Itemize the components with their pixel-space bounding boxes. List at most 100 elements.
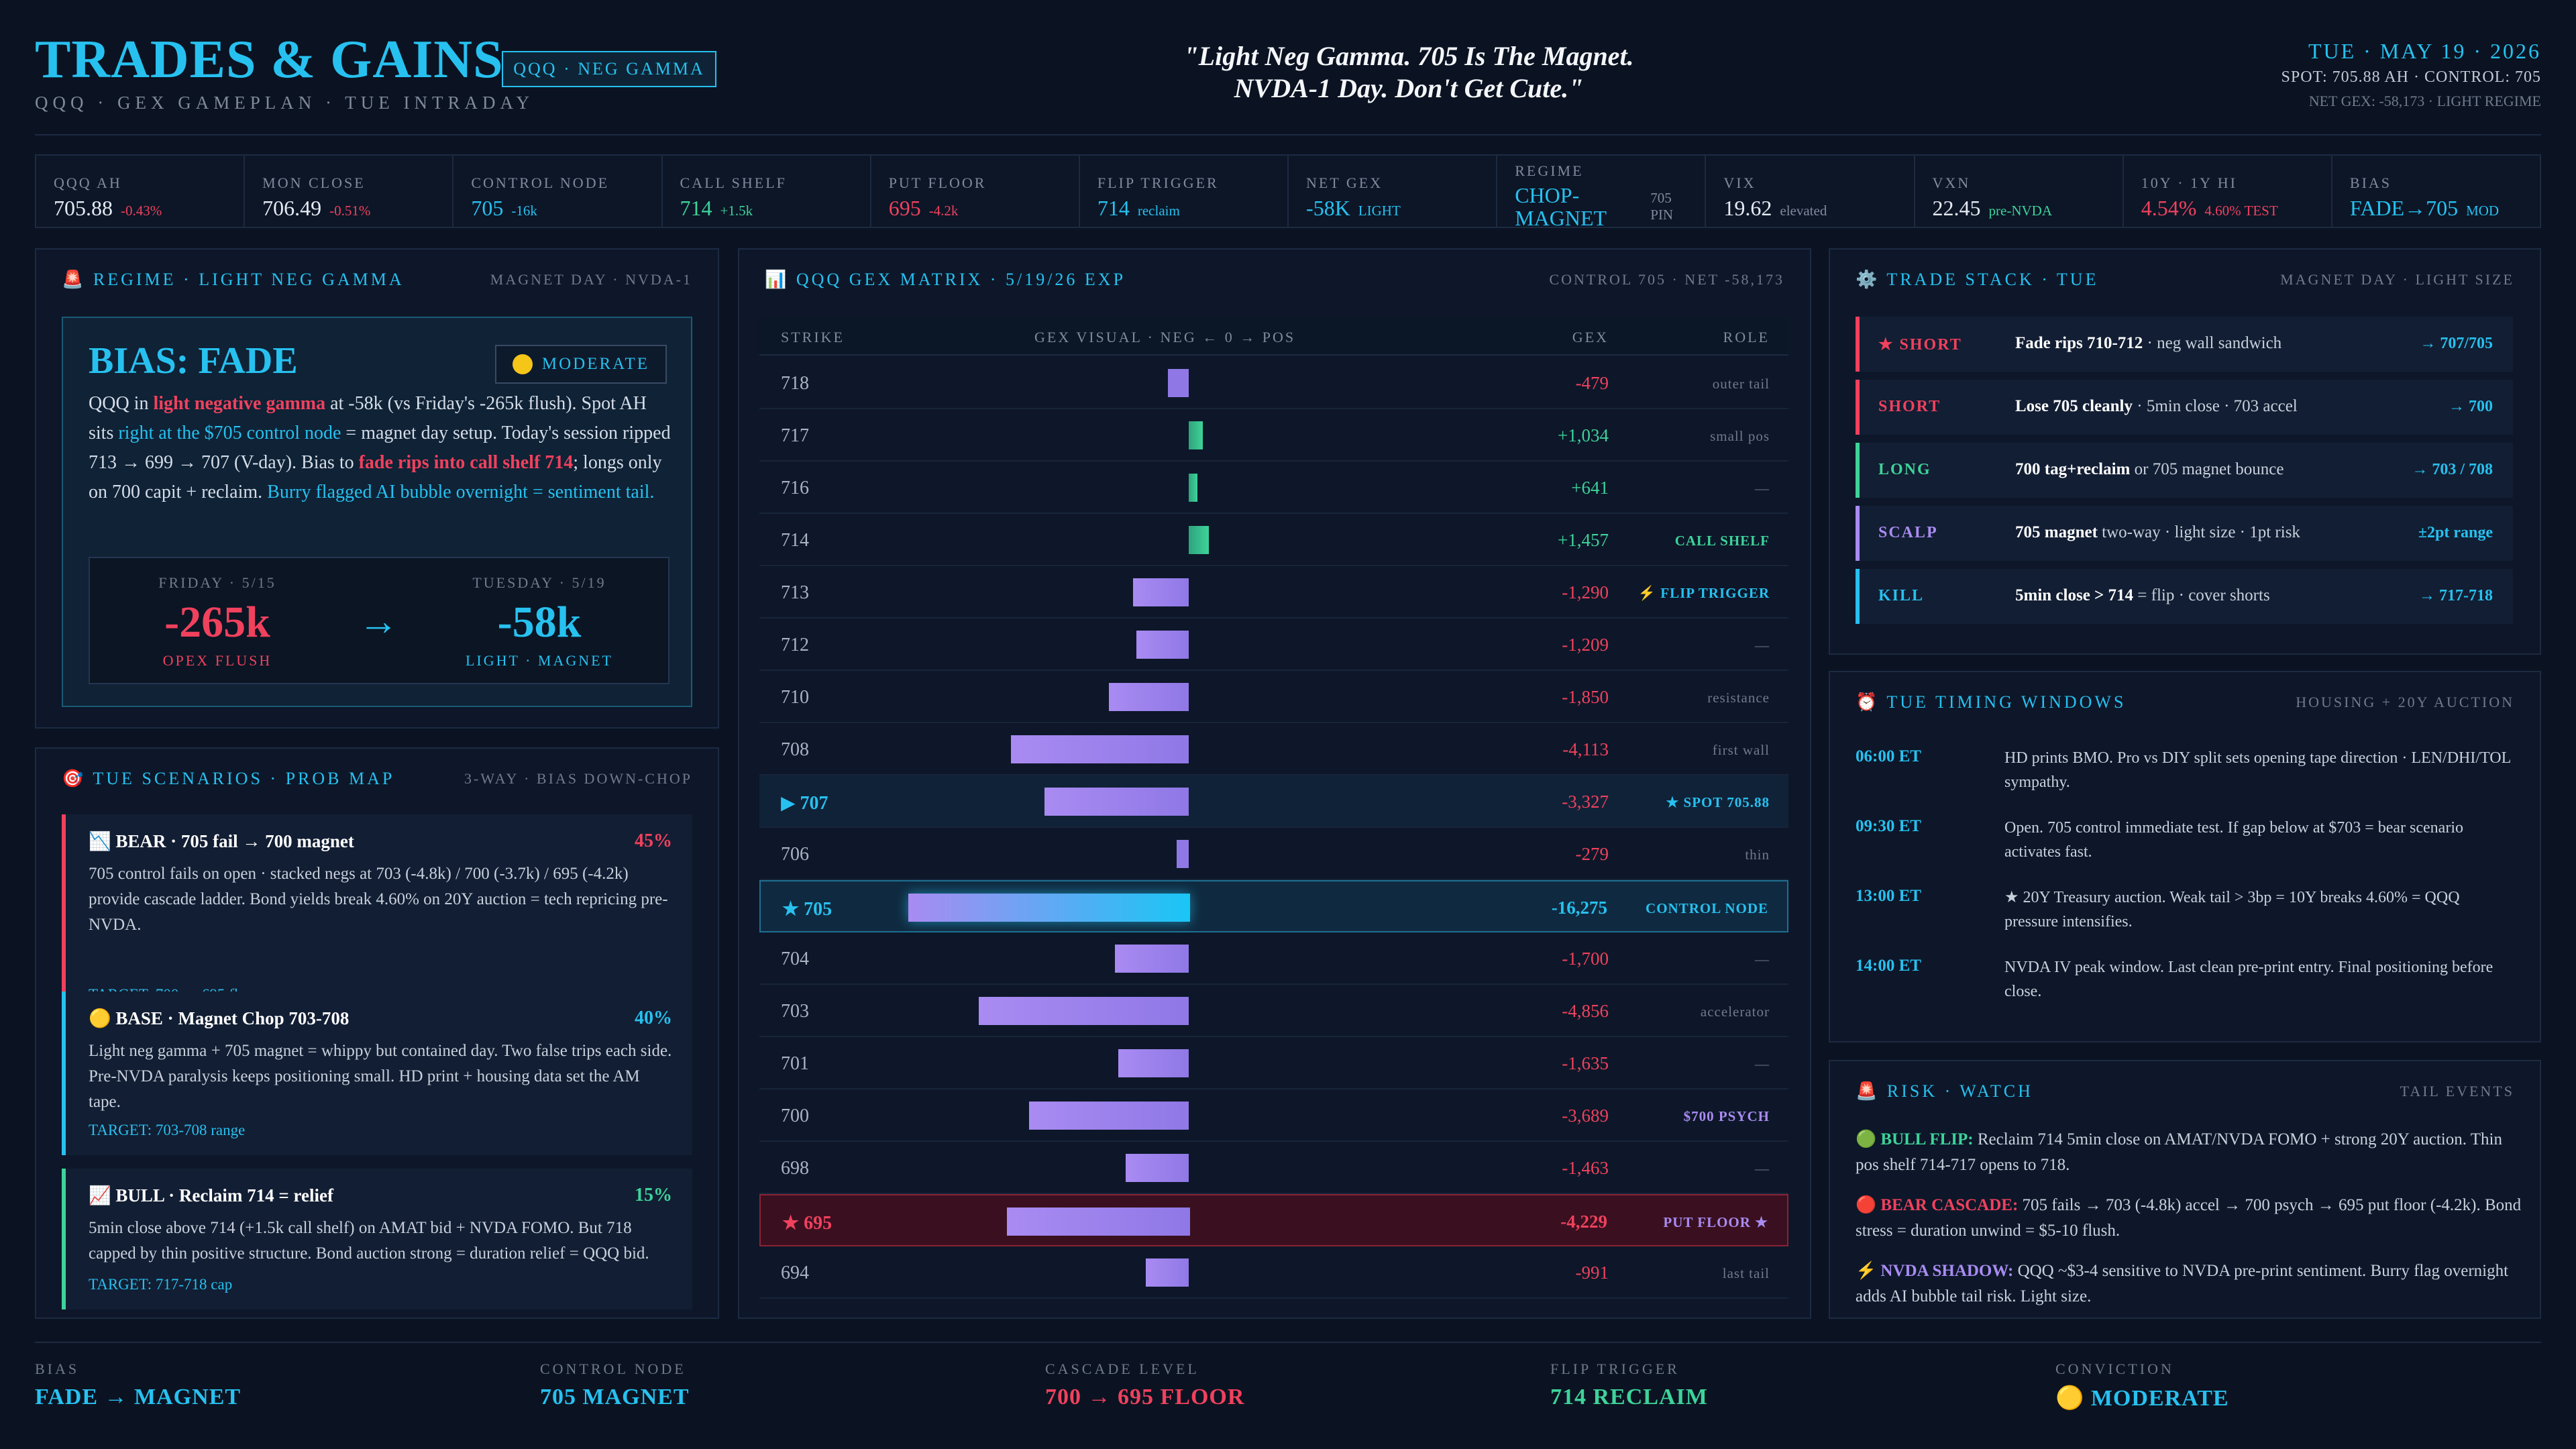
row-role: $700 PSYCH <box>1683 1108 1770 1124</box>
stat-label: MON CLOSE <box>262 174 366 191</box>
trade-setup: 700 tag+reclaim <box>2015 460 2131 478</box>
matrix-row: 694 -991 last tail <box>759 1246 1788 1299</box>
row-strike: 703 <box>781 1001 809 1022</box>
timing-time: 09:30 ET <box>1856 817 1921 835</box>
stat-row: CHOP-MAGNET 705 PIN <box>1515 184 1705 229</box>
row-gex: -1,290 <box>1562 582 1609 602</box>
gex-bar <box>1177 840 1189 868</box>
row-gex: -3,689 <box>1562 1106 1609 1126</box>
stat-cell: VIX 19.62 elevated <box>1706 156 1915 227</box>
scenario-body: Light neg gamma + 705 magnet = whippy bu… <box>89 1042 672 1111</box>
trade-card[interactable]: SHORT Lose 705 cleanly · 5min close · 703… <box>1856 380 2513 435</box>
row-role: resistance <box>1707 690 1770 706</box>
footer-value-text: 714 RECLAIM <box>1550 1385 1708 1409</box>
stat-value: 705.88 <box>54 196 113 220</box>
row-strike: 712 <box>781 635 809 655</box>
matrix-panel-title: 📊 QQQ GEX MATRIX · 5/19/26 EXP <box>765 270 1126 289</box>
bias-description: QQQ in light negative gamma at -58k (vs … <box>89 389 672 507</box>
row-gex: -16,275 <box>1551 898 1607 918</box>
stat-row: 4.54% 4.60% TEST <box>2141 196 2331 221</box>
stat-cell: CONTROL NODE 705 -16k <box>453 156 663 227</box>
scenario-card: 🟡 BASE · Magnet Chop 703-708 40% Light neg… <box>62 991 692 1155</box>
stat-label: 10Y · 1Y HI <box>2141 174 2237 191</box>
row-strike: 713 <box>781 582 809 603</box>
stat-cell: MON CLOSE 706.49 -0.51% <box>245 156 454 227</box>
tuesday-gex: TUESDAY · 5/19 -58k LIGHT · MAGNET <box>439 574 640 669</box>
gex-bar <box>1132 578 1189 606</box>
stat-cell: 10Y · 1Y HI 4.54% 4.60% TEST <box>2124 156 2332 227</box>
page-title: TRADES & GAINS <box>35 30 504 89</box>
matrix-row: 703 -4,856 accelerator <box>759 985 1788 1037</box>
timing-time: 06:00 ET <box>1856 747 1921 765</box>
regime-panel: 🚨 REGIME · LIGHT NEG GAMMA MAGNET DAY · … <box>35 248 719 729</box>
stat-value: 714 <box>1097 196 1130 220</box>
row-gex: +1,457 <box>1558 530 1609 550</box>
stat-label: BIAS <box>2349 174 2392 191</box>
trade-card[interactable]: SCALP 705 magnet two-way · light size · 1… <box>1856 506 2513 561</box>
gex-bar <box>908 894 1190 922</box>
row-strike: 714 <box>781 530 809 551</box>
bias-text: ; longs only on 700 capit + reclaim. <box>89 452 662 502</box>
bias-highlight-fade: fade rips into call shelf 714 <box>358 452 574 473</box>
ticker-badge: QQQ · NEG GAMMA <box>502 51 716 87</box>
session-date: TUE · MAY 19 · 2026 <box>2308 39 2541 63</box>
quote-line-2: NVDA-1 Day. Don't Get Cute." <box>1234 73 1584 103</box>
quote-line-1: "Light Neg Gamma. 705 Is The Magnet. <box>1183 41 1634 71</box>
trade-card[interactable]: KILL 5min close > 714 = flip · cover shor… <box>1856 569 2513 624</box>
trade-description: 5min close > 714 = flip · cover shorts <box>2015 586 2270 605</box>
row-strike: 704 <box>781 949 809 969</box>
footer-label: CASCADE LEVEL <box>1045 1360 1199 1377</box>
col-gex: GEX <box>1572 329 1609 345</box>
scenarios-panel-tag: 3-WAY · BIAS DOWN-CHOP <box>464 770 692 787</box>
tuesday-tag: LIGHT · MAGNET <box>465 652 613 669</box>
row-gex: +641 <box>1571 478 1609 498</box>
matrix-row: ▶ 707 -3,327 ★ SPOT 705.88 <box>759 775 1788 828</box>
risk-heading: BEAR CASCADE: <box>1880 1196 2019 1214</box>
row-role: — <box>1755 637 1770 653</box>
stat-cell: CALL SHELF 714 +1.5k <box>663 156 871 227</box>
header-divider <box>35 134 2541 136</box>
row-gex: -4,113 <box>1562 739 1609 759</box>
gex-bar <box>1044 788 1189 816</box>
stat-cell: BIAS FADE→705 MOD <box>2332 156 2540 227</box>
stat-row: 714 +1.5k <box>680 196 870 221</box>
stat-value: -58K <box>1306 196 1350 220</box>
trade-description: Fade rips 710-712 · neg wall sandwich <box>2015 334 2282 353</box>
friday-value: -265k <box>164 598 270 647</box>
scenarios-panel-title: 🎯 TUE SCENARIOS · PROB MAP <box>62 769 395 788</box>
matrix-row: 712 -1,209 — <box>759 619 1788 671</box>
risk-icon: 🔴 <box>1856 1196 1877 1214</box>
row-gex: -279 <box>1575 844 1609 864</box>
trade-card[interactable]: LONG 700 tag+reclaim or 705 magnet bounce… <box>1856 443 2513 498</box>
scenario-probability: 15% <box>635 1185 672 1205</box>
stat-row: FADE→705 MOD <box>2350 196 2540 221</box>
timing-panel: ⏰ TUE TIMING WINDOWS HOUSING + 20Y AUCTI… <box>1829 671 2541 1042</box>
gex-bar <box>1125 1154 1189 1182</box>
footer-summary-item: CONVICTION 🟡 MODERATE <box>2055 1360 2229 1411</box>
gex-bar <box>1118 1049 1189 1077</box>
scenario-target: TARGET: 717-718 cap <box>89 1276 233 1293</box>
trade-target: ±2pt range <box>2418 524 2493 541</box>
yellow-dot-icon: 🟡 <box>2055 1386 2085 1411</box>
trade-description: 705 magnet two-way · light size · 1pt ri… <box>2015 523 2300 542</box>
trade-target: → 703 / 708 <box>2412 461 2493 478</box>
scenario-card: 📉 BEAR · 705 fail → 700 magnet 45% 705 con… <box>62 814 692 1020</box>
net-gex-line: NET GEX: -58,173 · LIGHT REGIME <box>2308 93 2541 109</box>
scenario-title: 📉 BEAR · 705 fail → 700 magnet <box>89 831 354 851</box>
scenario-target: TARGET: 703-708 range <box>89 1122 246 1138</box>
trade-detail: two-way · light size · 1pt risk <box>2097 523 2300 541</box>
risk-item: ⚡ NVDA SHADOW: QQQ ~$3-4 sensitive to NV… <box>1856 1258 2526 1309</box>
trade-card[interactable]: ★ SHORT Fade rips 710-712 · neg wall sand… <box>1856 317 2513 372</box>
matrix-row: 698 -1,463 — <box>759 1142 1788 1194</box>
matrix-row: 706 -279 thin <box>759 828 1788 880</box>
stat-value: CHOP-MAGNET <box>1515 183 1607 230</box>
stat-value: 22.45 <box>1932 196 1981 220</box>
stat-sub: -4.2k <box>928 203 959 219</box>
stat-sub: elevated <box>1780 203 1827 219</box>
stat-sub: 4.60% TEST <box>2204 203 2278 219</box>
timing-description: HD prints BMO. Pro vs DIY split sets ope… <box>2004 749 2511 791</box>
headline-quote: "Light Neg Gamma. 705 Is The Magnet. NVD… <box>1073 40 1744 105</box>
matrix-row: 714 +1,457 CALL SHELF <box>759 514 1788 566</box>
footer-value: 705 MAGNET <box>540 1385 690 1410</box>
matrix-row: 717 +1,034 small pos <box>759 409 1788 462</box>
